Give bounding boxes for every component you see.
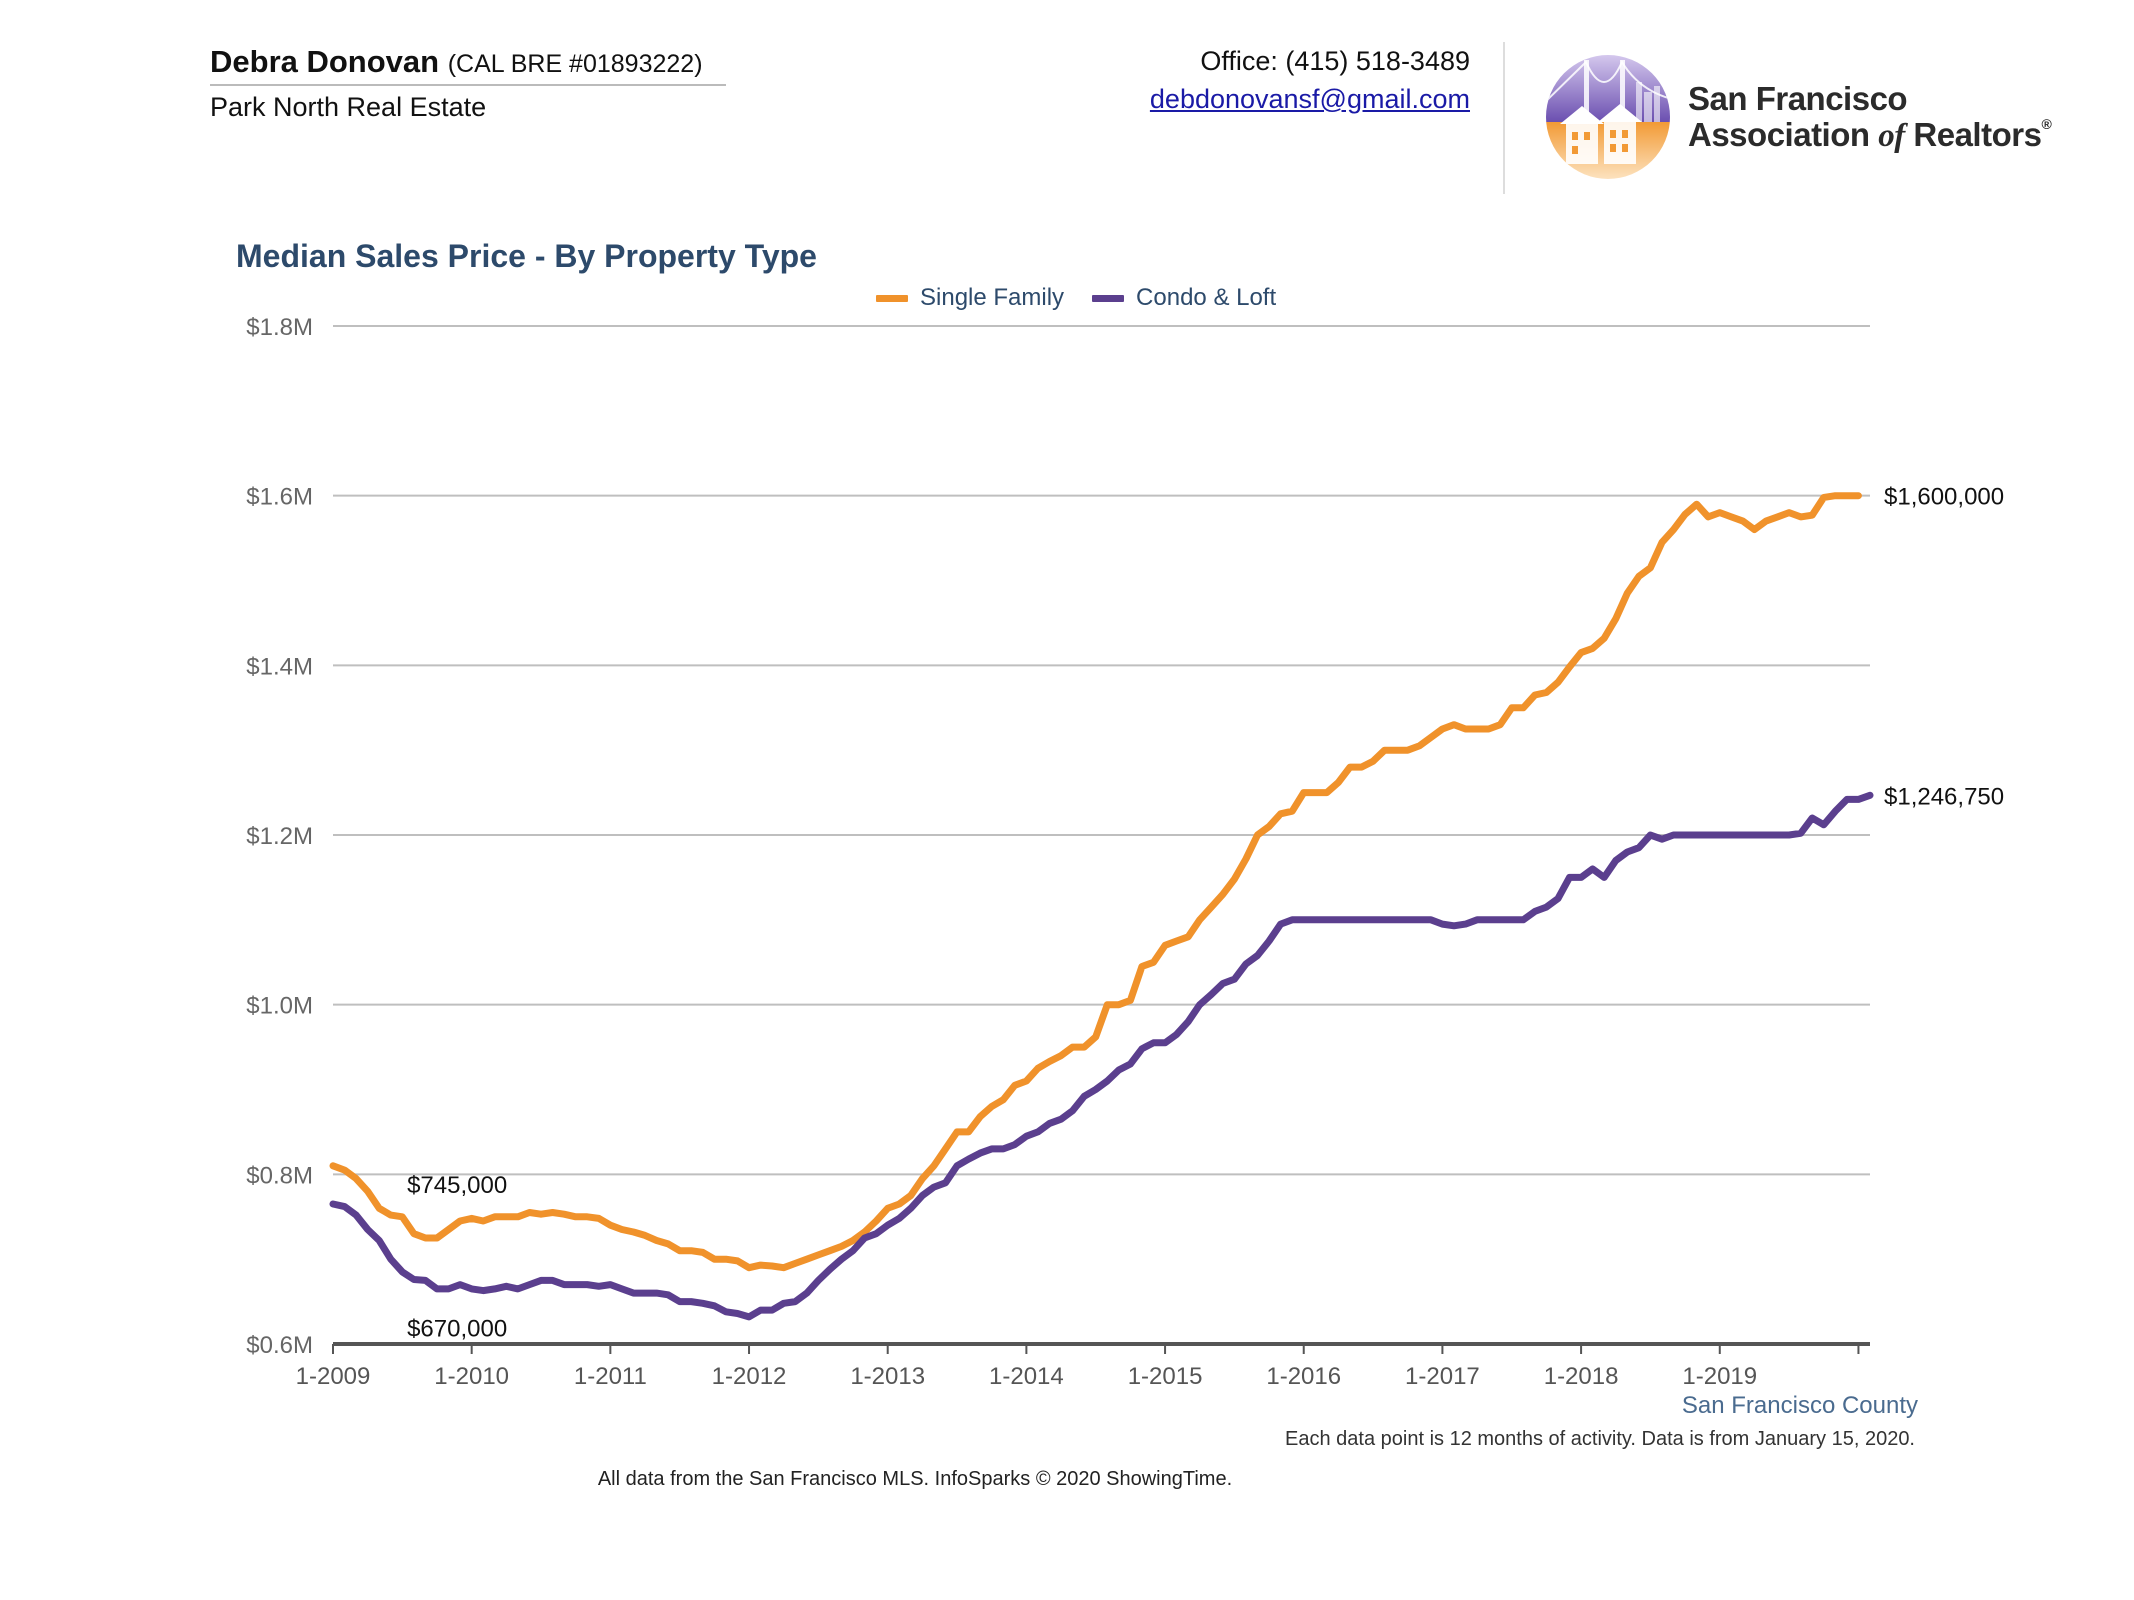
agent-license: (CAL BRE #01893222): [447, 50, 703, 78]
source-text: All data from the San Francisco MLS. Inf…: [597, 1468, 1233, 1490]
data-point-label: $670,000: [407, 1316, 507, 1343]
legend-label-single-family: Single Family: [920, 284, 1065, 311]
x-tick-label: 1-2016: [1266, 1363, 1341, 1390]
x-tick-label: 1-2015: [1128, 1363, 1203, 1390]
logo-text-association: Association: [1688, 116, 1870, 153]
logo-text-line1: San Francisco: [1688, 80, 1908, 117]
x-tick-label: 1-2011: [574, 1363, 647, 1390]
x-tick-label: 1-2017: [1405, 1363, 1480, 1390]
end-value-label: $1,600,000: [1884, 484, 2004, 511]
legend-item-condo-loft: Condo & Loft: [1092, 284, 1276, 312]
x-tick-label: 1-2010: [434, 1363, 509, 1390]
y-tick-label: $1.8M: [246, 314, 313, 341]
x-tick-label: 1-2012: [712, 1363, 787, 1390]
data-note: Each data point is 12 months of activity…: [1285, 1428, 1915, 1450]
registered-mark: ®: [2041, 116, 2052, 132]
x-tick-label: 1-2018: [1544, 1363, 1619, 1390]
agent-company: Park North Real Estate: [210, 92, 487, 122]
x-tick-label: 1-2013: [850, 1363, 925, 1390]
end-value-label: $1,246,750: [1884, 783, 2004, 810]
y-tick-label: $1.0M: [246, 993, 313, 1020]
y-tick-label: $1.6M: [246, 484, 313, 511]
series-line-condo-loft: [329, 791, 1874, 1321]
chart-legend: Single Family Condo & Loft: [876, 284, 1304, 312]
legend-item-single-family: Single Family: [876, 284, 1064, 312]
legend-label-condo-loft: Condo & Loft: [1136, 284, 1277, 311]
logo-text-of: of: [1878, 118, 1905, 154]
office-phone: Office: (415) 518-3489: [1200, 46, 1470, 76]
chart-title: Median Sales Price - By Property Type: [236, 238, 817, 274]
legend-swatch-condo-loft: [1092, 294, 1125, 302]
y-tick-label: $0.8M: [246, 1162, 313, 1189]
agent-name: Debra Donovan: [210, 44, 440, 79]
header-vertical-divider: [1503, 42, 1505, 194]
x-tick-label: 1-2019: [1682, 1363, 1757, 1390]
y-tick-label: $1.4M: [246, 653, 313, 680]
source-footer: All data from the San Francisco MLS. Inf…: [0, 1468, 2134, 1491]
logo-text-line2: Association of Realtors®: [1688, 116, 2052, 155]
series-line-single-family: [329, 492, 1862, 1272]
y-tick-label: $0.6M: [246, 1332, 313, 1359]
legend-swatch-single-family: [876, 294, 908, 302]
email-link[interactable]: debdonovansf@gmail.com: [1149, 84, 1470, 114]
header-divider: [210, 84, 726, 86]
logo-text-realtors: Realtors: [1913, 116, 2042, 153]
agent-name-line: Debra Donovan (CAL BRE #01893222): [210, 44, 703, 80]
county-label: San Francisco County: [1681, 1392, 1918, 1419]
y-tick-label: $1.2M: [246, 823, 313, 850]
x-tick-label: 1-2009: [296, 1363, 371, 1390]
x-tick-label: 1-2014: [989, 1363, 1064, 1390]
data-point-label: $745,000: [407, 1172, 507, 1199]
golden-gate-bridge-houses-logo-icon: [1546, 55, 1670, 179]
